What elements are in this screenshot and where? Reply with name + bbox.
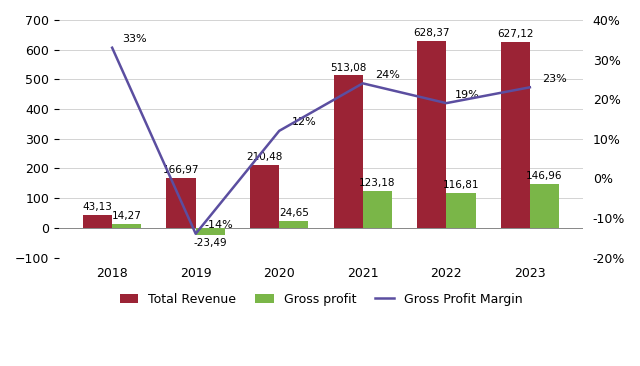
Text: 146,96: 146,96 — [526, 171, 563, 181]
Gross Profit Margin — [442, 101, 450, 105]
Text: 19%: 19% — [454, 90, 479, 100]
Text: 166,97: 166,97 — [163, 165, 199, 175]
Bar — [83, 215, 112, 228]
Bar — [250, 165, 279, 228]
Bar — [446, 193, 476, 228]
Bar — [530, 184, 559, 228]
Text: 33%: 33% — [122, 34, 147, 44]
Gross Profit Margin — [108, 45, 116, 50]
Gross Profit Margin — [359, 81, 367, 86]
Bar — [363, 191, 392, 228]
Text: 210,48: 210,48 — [246, 152, 283, 163]
Text: 116,81: 116,81 — [443, 180, 479, 190]
Text: 627,12: 627,12 — [497, 29, 534, 39]
Text: 123,18: 123,18 — [359, 178, 396, 188]
Bar — [417, 41, 446, 228]
Bar — [279, 220, 308, 228]
Legend: Total Revenue, Gross profit, Gross Profit Margin: Total Revenue, Gross profit, Gross Profi… — [115, 288, 527, 311]
Text: -23,49: -23,49 — [193, 238, 227, 249]
Bar — [500, 42, 530, 228]
Text: 43,13: 43,13 — [83, 202, 113, 212]
Text: 628,37: 628,37 — [413, 28, 450, 38]
Text: 24,65: 24,65 — [279, 208, 308, 217]
Line: Gross Profit Margin: Gross Profit Margin — [112, 48, 530, 234]
Gross Profit Margin — [192, 232, 200, 236]
Bar — [166, 178, 196, 228]
Bar — [196, 228, 225, 235]
Text: 14,27: 14,27 — [112, 210, 141, 221]
Text: 23%: 23% — [542, 74, 567, 84]
Bar — [333, 75, 363, 228]
Gross Profit Margin — [275, 128, 283, 133]
Text: -14%: -14% — [204, 220, 233, 230]
Gross Profit Margin — [526, 85, 534, 90]
Bar — [112, 224, 141, 228]
Text: 513,08: 513,08 — [330, 63, 366, 72]
Text: 24%: 24% — [375, 70, 400, 80]
Text: 12%: 12% — [292, 117, 317, 127]
